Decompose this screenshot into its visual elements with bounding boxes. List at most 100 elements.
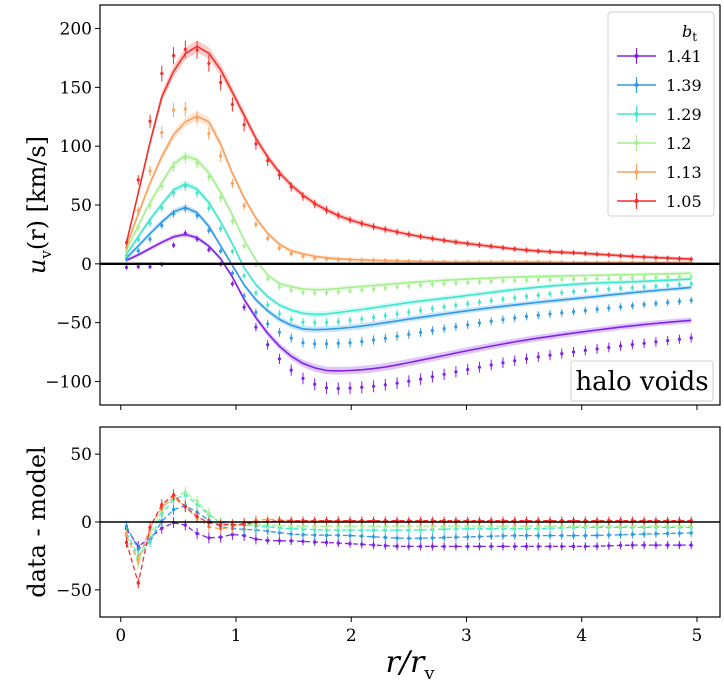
residual-point-1.41	[642, 543, 646, 547]
point-1.05	[442, 238, 446, 242]
annotation-box	[570, 360, 714, 402]
point-1.2	[277, 285, 281, 289]
point-1.41	[630, 343, 635, 347]
point-1.13	[407, 259, 411, 263]
point-1.05	[336, 213, 340, 217]
model-line-1.05	[125, 45, 692, 260]
point-1.05	[477, 243, 481, 247]
point-1.29	[689, 282, 693, 286]
residual-point-1.05	[195, 514, 199, 519]
residual-point-1.41	[301, 539, 305, 544]
point-1.05	[666, 256, 670, 260]
residual-point-1.39	[524, 533, 529, 538]
residual-point-1.2	[395, 524, 399, 528]
residual-point-1.2	[442, 524, 446, 528]
residual-point-1.41	[618, 543, 623, 548]
legend-label: 1.39	[666, 76, 702, 95]
point-1.05	[654, 256, 658, 260]
point-1.41	[301, 376, 305, 381]
point-1.39	[560, 311, 564, 315]
point-1.2	[348, 289, 352, 293]
point-1.29	[219, 227, 223, 231]
point-1.29	[501, 297, 505, 301]
point-1.39	[383, 336, 387, 340]
residual-point-1.41	[324, 540, 329, 545]
residual-point-1.05	[148, 525, 152, 529]
xtick-label: 4	[576, 626, 587, 646]
point-1.2	[172, 165, 176, 169]
top-ytick-label: 0	[81, 255, 92, 275]
point-1.39	[607, 306, 611, 310]
residual-point-1.41	[689, 543, 693, 547]
residual-point-1.2	[466, 524, 470, 528]
point-1.05	[430, 237, 434, 241]
point-1.13	[301, 254, 305, 258]
point-1.39	[536, 313, 540, 317]
point-1.29	[383, 314, 387, 318]
point-1.29	[148, 221, 152, 225]
residual-point-1.2	[454, 524, 458, 528]
residual-point-1.39	[654, 532, 658, 536]
point-1.29	[442, 305, 446, 309]
point-1.41	[372, 384, 376, 388]
point-1.13	[313, 256, 317, 260]
point-1.39	[454, 325, 458, 329]
point-1.29	[642, 285, 646, 289]
point-1.13	[172, 108, 176, 112]
point-1.29	[183, 184, 187, 188]
point-1.2	[195, 161, 199, 165]
point-1.29	[677, 283, 682, 287]
residual-point-1.2	[360, 524, 364, 528]
top-ytick-label: 50	[70, 196, 92, 216]
point-1.05	[466, 242, 470, 246]
top-series-layer	[124, 40, 693, 395]
residual-point-1.39	[301, 533, 305, 537]
residual-point-1.29	[148, 539, 152, 544]
residual-point-1.05	[242, 522, 246, 526]
point-1.13	[230, 181, 234, 185]
point-1.2	[207, 175, 211, 179]
point-1.05	[219, 80, 223, 85]
legend-swatch-point	[634, 198, 639, 204]
top-series-1.29	[124, 180, 693, 327]
point-1.41	[242, 305, 246, 309]
residual-point-1.39	[466, 535, 470, 539]
residual-point-1.41	[266, 538, 270, 543]
top-ytick-label: 200	[60, 20, 92, 40]
residual-point-1.05	[183, 505, 187, 509]
legend-label: 1.2	[666, 134, 691, 153]
point-1.39	[360, 340, 364, 344]
point-1.29	[595, 288, 599, 292]
point-1.39	[666, 300, 670, 304]
point-1.2	[183, 156, 187, 160]
point-1.13	[183, 107, 187, 111]
point-1.29	[230, 249, 234, 254]
point-1.2	[407, 284, 411, 288]
point-1.41	[607, 345, 611, 350]
residual-point-1.2	[207, 511, 211, 515]
model-line-1.39	[125, 206, 692, 331]
point-1.41	[524, 357, 529, 361]
point-1.05	[136, 178, 140, 182]
residual-point-1.2	[536, 524, 540, 528]
residual-point-1.39	[583, 533, 587, 538]
residual-point-1.41	[524, 544, 529, 549]
point-1.39	[136, 249, 140, 253]
point-1.29	[560, 291, 564, 295]
legend-box	[607, 11, 715, 217]
residual-point-1.41	[383, 544, 387, 548]
residual-point-1.2	[571, 524, 576, 528]
residual-point-1.39	[489, 534, 493, 538]
point-1.29	[254, 291, 258, 295]
residual-point-1.39	[595, 533, 599, 538]
residual-point-1.39	[124, 524, 129, 528]
point-1.41	[395, 381, 399, 385]
point-1.05	[513, 247, 517, 251]
residual-point-1.39	[630, 532, 635, 537]
residual-point-1.41	[289, 539, 293, 543]
point-1.41	[654, 340, 658, 344]
top-series-1.2	[124, 151, 693, 297]
bottom-ticks-layer: −50 0 50 0 1 2 3 4 5	[56, 445, 702, 646]
point-1.2	[536, 278, 540, 282]
residual-point-1.41	[536, 544, 540, 549]
